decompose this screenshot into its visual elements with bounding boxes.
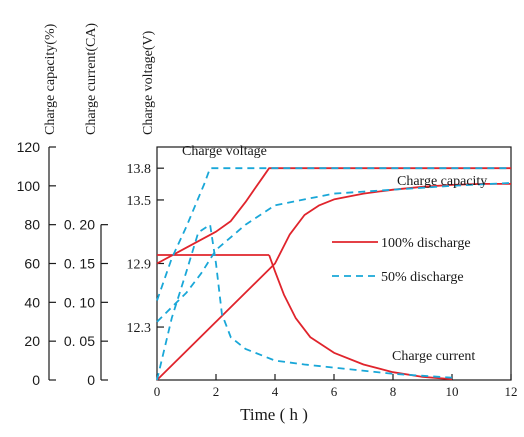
legend: 100% discharge 50% discharge bbox=[332, 236, 471, 285]
capacity-tick-label: 80 bbox=[24, 217, 40, 233]
voltage-axis-title: Charge voltage(V) bbox=[141, 30, 156, 135]
capacity-tick-label: 60 bbox=[24, 256, 40, 272]
x-tick-label: 2 bbox=[213, 384, 220, 399]
x-tick-label: 0 bbox=[154, 384, 161, 399]
capacity-tick-label: 100 bbox=[17, 178, 41, 194]
capacity-tick-label: 40 bbox=[24, 294, 40, 310]
series-100-voltage-line-0 bbox=[156, 167, 511, 265]
current-tick-label: 0. 20 bbox=[64, 217, 95, 233]
x-axis-title: Time ( h ) bbox=[240, 405, 308, 424]
capacity-axis-title: Charge capacity(%) bbox=[43, 23, 58, 135]
current-tick-label: 0. 10 bbox=[64, 294, 95, 310]
series-50-voltage-line-4 bbox=[156, 167, 511, 301]
series-100-current-line-2 bbox=[268, 254, 453, 381]
x-tick-label: 8 bbox=[390, 384, 397, 399]
voltage-tick-label: 13.8 bbox=[127, 162, 152, 177]
current-tick-label: 0. 15 bbox=[64, 256, 95, 272]
capacity-tick-label: 0 bbox=[32, 372, 40, 388]
annotation-charge-voltage: Charge voltage bbox=[182, 144, 267, 159]
current-axis-title: Charge current(CA) bbox=[84, 23, 99, 135]
voltage-tick-label: 13.5 bbox=[127, 194, 152, 209]
current-axis: 0 0. 05 0. 10 0. 15 0. 20 bbox=[64, 217, 108, 388]
current-tick-label: 0 bbox=[87, 372, 95, 388]
capacity-tick-label: 120 bbox=[17, 139, 41, 155]
x-tick-label: 6 bbox=[331, 384, 338, 399]
x-tick-label: 4 bbox=[272, 384, 279, 399]
capacity-tick-label: 20 bbox=[24, 333, 40, 349]
x-tick-label: 12 bbox=[505, 384, 518, 399]
x-tick-label: 10 bbox=[446, 384, 459, 399]
x-axis: 0 2 4 6 8 10 12 bbox=[154, 374, 518, 399]
annotation-charge-capacity: Charge capacity bbox=[397, 174, 487, 189]
series-layer bbox=[156, 167, 512, 381]
current-tick-label: 0. 05 bbox=[64, 333, 95, 349]
voltage-tick-label: 12.3 bbox=[127, 321, 152, 336]
voltage-axis: 12.3 12.9 13.5 13.8 bbox=[127, 162, 164, 336]
series-50-current-line-5 bbox=[156, 223, 453, 381]
voltage-tick-label: 12.9 bbox=[127, 258, 152, 273]
legend-label-100: 100% discharge bbox=[381, 236, 471, 251]
annotation-charge-current: Charge current bbox=[392, 349, 475, 364]
legend-label-50: 50% discharge bbox=[381, 270, 464, 285]
series-50-capacity-line-6 bbox=[156, 182, 512, 323]
capacity-axis: 0 20 40 60 80 100 120 bbox=[17, 139, 56, 388]
